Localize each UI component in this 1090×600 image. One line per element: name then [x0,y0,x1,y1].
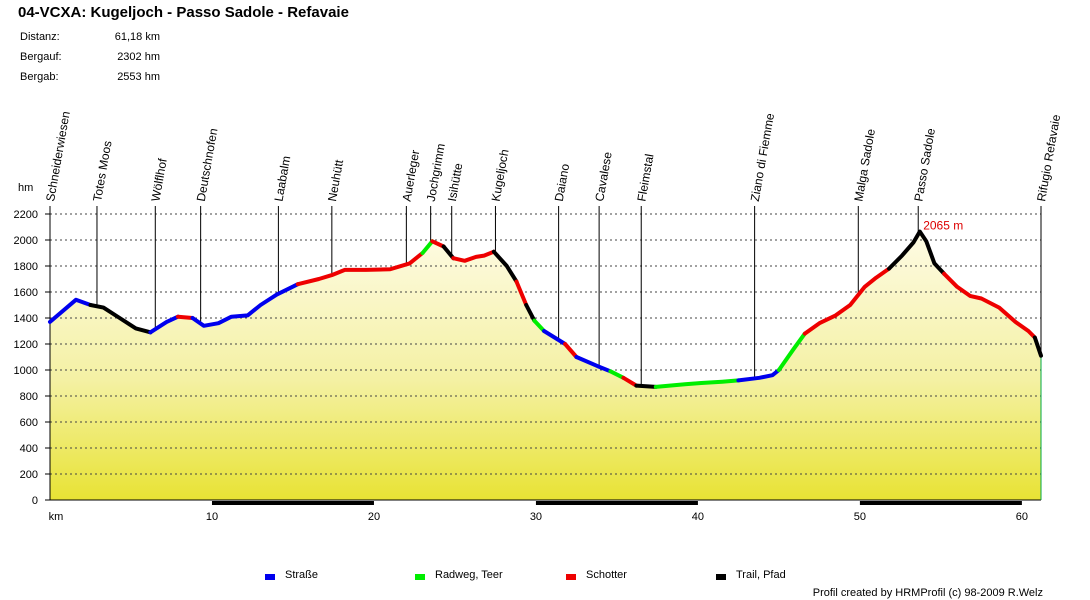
waypoint-label: Rifugio Refavaie [1034,113,1063,202]
descent-value: 2553 hm [117,71,160,83]
x-axis-band [859,501,1022,505]
x-tick-label: 50 [854,511,866,523]
y-tick-label: 2200 [14,209,38,221]
legend-label-bikepath: Radweg, Teer [435,569,503,581]
x-tick-label: 30 [530,511,542,523]
peak-annotation-label: 2065 m [923,219,963,233]
y-tick-label: 1000 [14,365,38,377]
legend-swatch-bikepath [415,574,425,580]
credit-text: Profil created by HRMProfil (c) 98-2009 … [812,587,1043,599]
profile-segment [175,314,195,320]
waypoint-label: Deutschnofen [194,127,221,202]
profile-segment [1032,335,1043,358]
profile-segment [295,251,425,287]
waypoint-label: Totes Moos [90,140,114,203]
profile-segment [776,331,807,372]
y-tick-label: 1400 [14,313,38,325]
x-axis-band [211,501,374,505]
profile-segment [608,369,626,380]
y-tick-label: 0 [32,495,38,507]
y-tick-label: 400 [20,443,38,455]
y-tick-label: 200 [20,469,38,481]
profile-segment [887,229,947,276]
legend-label-road: Straße [285,569,319,581]
profile-segment [190,282,300,328]
waypoint-label: Laabalm [272,155,294,203]
profile-segment [88,303,153,335]
waypoint-label: Auerleger [400,149,423,203]
profile-segment [451,249,496,263]
waypoint-label: Passo Sadole [911,127,938,203]
ascent-label: Bergauf: [20,51,62,63]
waypoint-label: Daiano [552,162,572,202]
profile-segment [621,375,639,388]
y-tick-label: 800 [20,391,38,403]
waypoint-label: Jochgrimm [424,142,448,202]
x-tick-label: 40 [692,511,704,523]
profile-segment [514,279,529,307]
ascent-value: 2302 hm [117,51,160,63]
distance-value: 61,18 km [114,31,160,43]
x-axis-label: km [49,511,64,523]
profile-segment [736,368,781,383]
profile-segment [802,266,892,336]
legend-swatch-road [265,574,275,580]
profile-segment [491,249,519,284]
x-axis-band [535,501,698,505]
x-tick-label: 60 [1016,511,1028,523]
chart-title: 04-VCXA: Kugeljoch - Passo Sadole - Refa… [18,4,349,21]
y-axis-label: hm [18,182,33,194]
y-tick-label: 1800 [14,261,38,273]
profile-segment [48,297,93,324]
distance-label: Distanz: [20,31,60,43]
profile-segment [634,383,658,389]
legend-label-trail: Trail, Pfad [736,569,786,581]
waypoint-label: Isihütte [445,162,466,203]
descent-label: Bergab: [20,71,59,83]
profile-segment [942,271,1037,340]
profile-segment [441,244,456,261]
legend-label-gravel: Schotter [586,569,627,581]
y-tick-label: 600 [20,417,38,429]
waypoint-label: Neuhütt [325,158,346,202]
waypoint-label: Schneiderwiesen [43,110,73,202]
waypoint-label: Fleimstal [634,153,656,203]
profile-segment [148,314,180,335]
profile-segment [430,239,446,249]
y-tick-label: 1600 [14,287,38,299]
profile-segment [524,303,537,323]
profile-area [50,231,1041,501]
profile-segment [574,355,613,374]
x-tick-label: 20 [368,511,380,523]
profile-segment [420,239,435,255]
profile-segment [542,329,568,346]
waypoint-label: Wölflhof [148,157,169,203]
profile-segment [563,342,579,359]
waypoint-label: Malga Sadole [851,128,878,203]
waypoint-label: Ziano di Fiemme [748,112,777,203]
y-tick-label: 1200 [14,339,38,351]
waypoint-label: Kugeljoch [489,148,512,202]
legend-swatch-trail [716,574,726,580]
profile-segment [532,318,547,333]
x-tick-label: 10 [206,511,218,523]
legend-swatch-gravel [566,574,576,580]
profile-segment [653,378,741,389]
y-tick-label: 2000 [14,235,38,247]
waypoint-label: Cavalese [592,151,615,203]
